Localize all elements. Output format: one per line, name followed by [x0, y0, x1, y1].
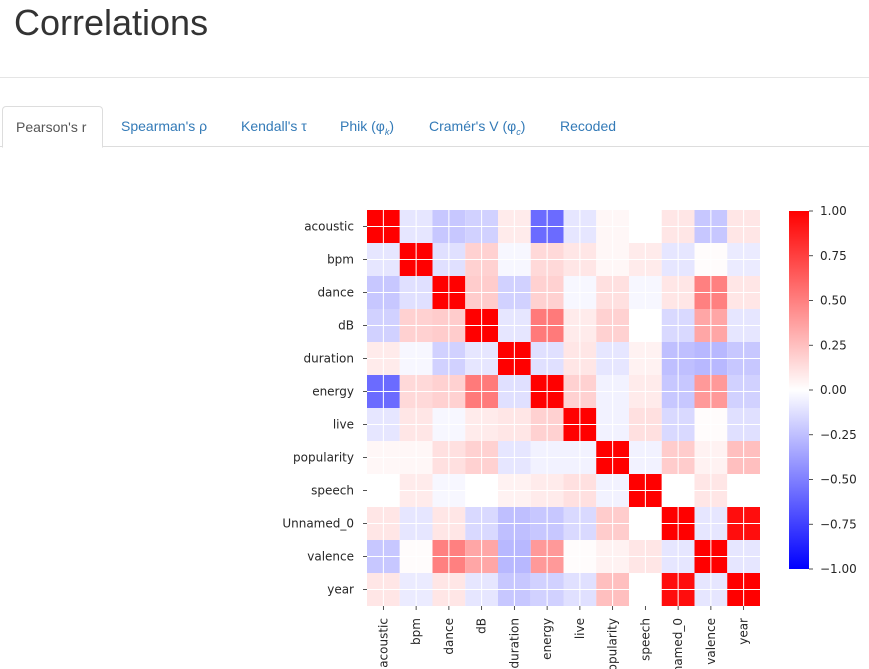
tab-phik-label-end: ): [389, 118, 395, 134]
tab-recoded[interactable]: Recoded: [560, 118, 617, 134]
correlation-heatmap: acoustic bpm dance dB duration energy live popu…: [282, 204, 857, 669]
column-label-dance: dance: [442, 618, 456, 655]
row-label-year: year: [327, 583, 354, 597]
colorbar-tick-label: 0.00: [820, 383, 847, 397]
row-label-dB: dB: [338, 319, 354, 333]
column-label-Unnamed_0: Unnamed_0: [671, 618, 685, 669]
colorbar: [789, 211, 809, 569]
column-label-dB: dB: [475, 618, 489, 634]
title-divider: [0, 77, 869, 78]
row-label-bpm: bpm: [327, 253, 354, 267]
tab-cramers-v-label-end: ): [520, 118, 526, 134]
colorbar-tick-label: −1.00: [820, 562, 857, 576]
column-label-year: year: [737, 618, 751, 645]
colorbar-tick-label: 0.50: [820, 294, 847, 308]
column-label-energy: energy: [540, 618, 554, 660]
row-label-dance: dance: [317, 286, 354, 300]
tab-cramers-v-label: Cramér's V (φ: [429, 118, 517, 134]
tab-phik-label: Phik (φ: [340, 118, 385, 134]
row-label-Unnamed_0: Unnamed_0: [282, 517, 354, 531]
colorbar-tick-label: −0.25: [820, 428, 857, 442]
row-label-speech: speech: [311, 484, 354, 498]
heatmap-row-labels: acoustic bpm dance dB duration energy live popu…: [282, 220, 367, 597]
page-title: Correlations: [14, 2, 209, 43]
row-label-acoustic: acoustic: [304, 220, 354, 234]
colorbar-tick-label: −0.50: [820, 473, 857, 487]
row-label-energy: energy: [312, 385, 354, 399]
column-label-speech: speech: [638, 618, 652, 661]
colorbar-tick-label: 1.00: [820, 204, 847, 218]
tab-kendall[interactable]: Kendall's τ: [241, 118, 307, 134]
column-label-acoustic: acoustic: [376, 618, 390, 668]
tab-cramers-v-subscript: c: [516, 126, 521, 137]
colorbar-ticks: 1.00 0.75 0.50 0.25 0.00 −0.25 −0.50 −0.75 −1.00: [809, 204, 857, 576]
colorbar-tick-label: 0.75: [820, 249, 847, 263]
tab-phik[interactable]: Phik (φk): [340, 106, 394, 147]
tab-phik-subscript: k: [384, 126, 390, 137]
heatmap-column-labels: acoustic bpm dance dB duration energy live popu…: [376, 606, 751, 669]
tab-cramers-v[interactable]: Cramér's V (φc): [429, 106, 525, 147]
column-label-live: live: [573, 618, 587, 639]
tab-spearman[interactable]: Spearman's ρ: [121, 118, 208, 134]
tab-pearson[interactable]: Pearson's r: [2, 106, 103, 148]
row-label-duration: duration: [304, 352, 355, 366]
correlation-tabs: Pearson's r Spearman's ρ Kendall's τ Phi…: [0, 106, 869, 148]
row-label-popularity: popularity: [293, 451, 354, 465]
row-label-valence: valence: [307, 550, 354, 564]
colorbar-gradient: [789, 211, 809, 569]
column-label-duration: duration: [507, 618, 521, 669]
row-label-live: live: [333, 418, 354, 432]
column-label-valence: valence: [704, 618, 718, 665]
heatmap-cells: [367, 210, 760, 606]
colorbar-tick-label: 0.25: [820, 338, 847, 352]
colorbar-tick-label: −0.75: [820, 517, 857, 531]
column-label-bpm: bpm: [409, 618, 423, 645]
column-label-popularity: popularity: [606, 618, 620, 669]
